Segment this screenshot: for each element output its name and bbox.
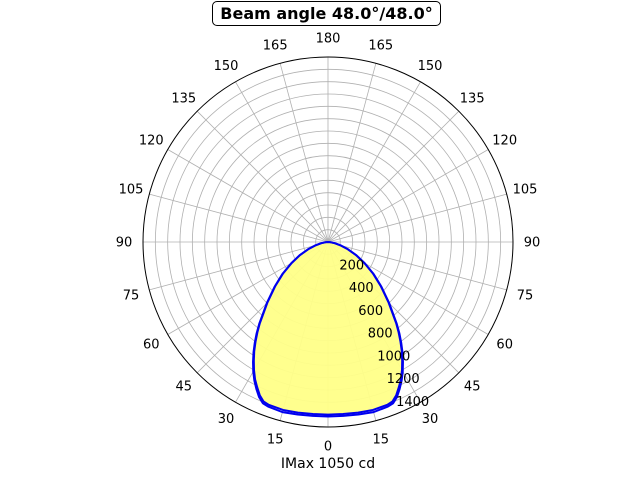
- grid-spoke: [327, 63, 377, 243]
- radial-tick-label: 400: [349, 281, 374, 296]
- angle-tick-label: 60: [143, 338, 160, 353]
- polar-frame: [142, 56, 514, 428]
- grid-spoke: [196, 110, 329, 243]
- angle-tick-label: 0: [324, 440, 332, 455]
- angle-tick-label: 75: [517, 288, 534, 303]
- grid-spoke: [149, 193, 329, 243]
- angle-tick-label: 15: [373, 433, 390, 448]
- angle-tick-label: 15: [267, 433, 284, 448]
- angle-tick-label: 30: [422, 412, 439, 427]
- angle-tick-label: 120: [139, 134, 164, 149]
- grid-spoke: [327, 193, 507, 243]
- angle-tick-label: 150: [418, 59, 443, 74]
- angle-tick-label: 105: [119, 183, 144, 198]
- angle-tick-label: 45: [464, 380, 481, 395]
- angle-tick-label: 120: [492, 134, 517, 149]
- angle-tick-label: 135: [171, 91, 196, 106]
- angle-tick-label: 90: [524, 236, 541, 251]
- angle-tick-label: 150: [214, 59, 239, 74]
- x-axis-label: IMax 1050 cd: [280, 456, 376, 472]
- angle-tick-label: 90: [116, 236, 133, 251]
- angle-tick-label: 105: [513, 183, 538, 198]
- angle-tick-label: 165: [263, 39, 288, 54]
- radial-tick-label: 1000: [377, 349, 410, 364]
- radial-tick-label: 800: [368, 327, 393, 342]
- angle-tick-label: 75: [123, 288, 140, 303]
- data-layer: [252, 241, 404, 418]
- grid-spoke: [279, 63, 329, 243]
- grid-spoke: [327, 241, 507, 291]
- angle-tick-label: 45: [176, 380, 193, 395]
- radial-tick-label: 200: [339, 258, 364, 273]
- chart-title: Beam angle 48.0°/48.0°: [212, 1, 441, 26]
- angle-tick-label: 180: [316, 32, 341, 47]
- grid-spoke: [167, 149, 329, 243]
- radial-tick-label: 600: [358, 304, 383, 319]
- radial-tick-label: 1400: [396, 395, 429, 410]
- angle-tick-label: 135: [460, 91, 485, 106]
- series-line: [252, 241, 404, 418]
- angle-tick-label: 165: [368, 39, 393, 54]
- angle-tick-label: 60: [496, 338, 513, 353]
- tick-labels: 180 1651501351201059075604530150153045607…: [116, 32, 541, 455]
- radial-tick-label: 1200: [387, 372, 420, 387]
- grid-spoke: [235, 81, 329, 243]
- angle-tick-label: 30: [218, 412, 235, 427]
- grid-spoke: [327, 149, 489, 243]
- grid-spoke: [327, 110, 460, 243]
- beam-fill: [253, 242, 403, 415]
- grid-spoke: [149, 241, 329, 291]
- grid-spoke: [327, 81, 421, 243]
